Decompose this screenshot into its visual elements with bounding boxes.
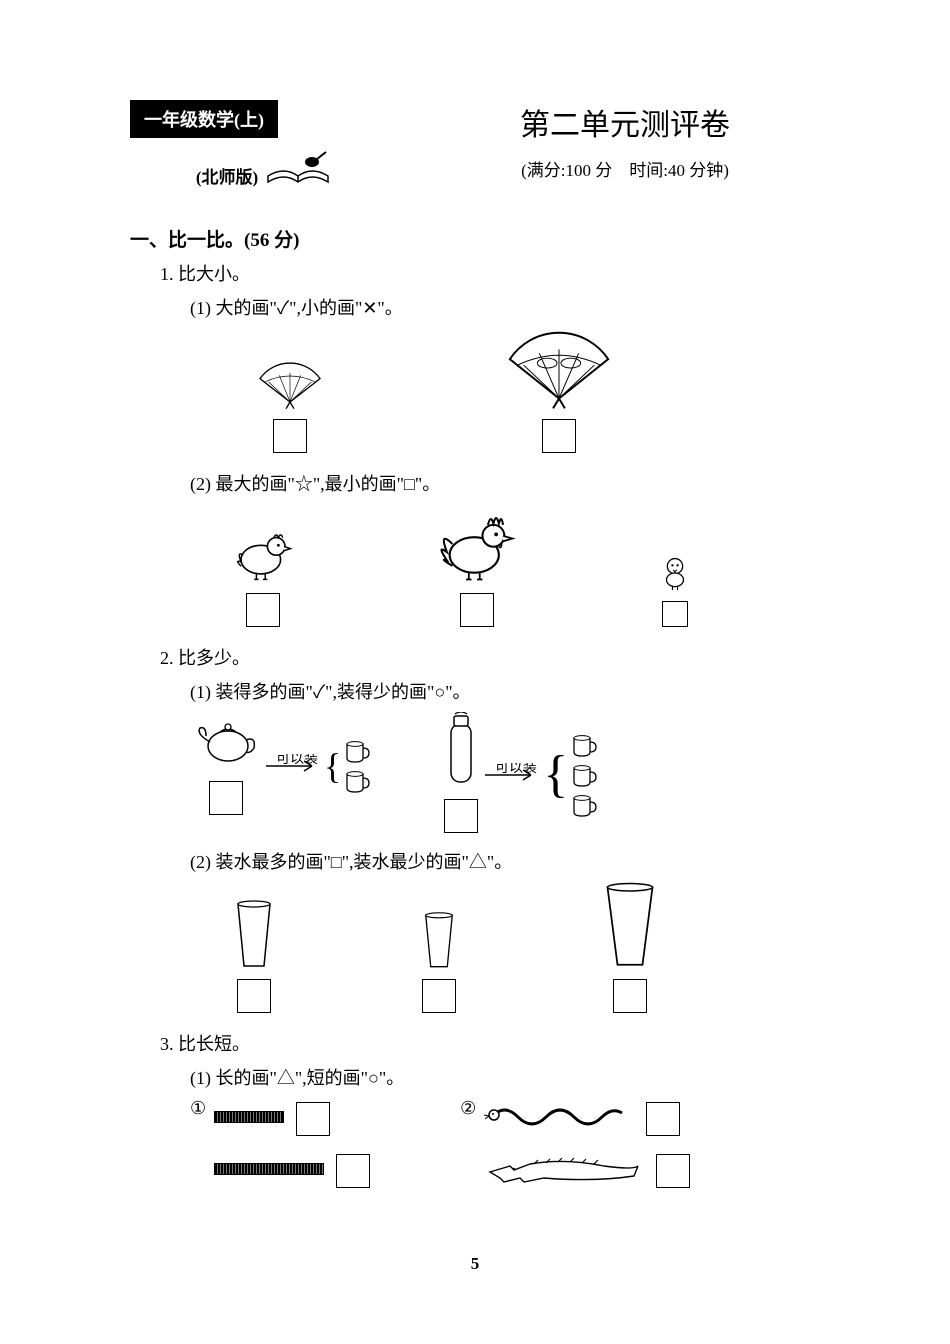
arrow-label: 可以装: [495, 763, 537, 776]
chick-icon: [658, 579, 692, 596]
title-block: 第二单元测评卷 (满分:100 分 时间:40 分钟): [430, 100, 820, 181]
snake-icon: [484, 1099, 634, 1135]
rooster-icon: [436, 571, 518, 588]
thermos-col: [441, 712, 481, 838]
q2-num: 2. 比多少。: [160, 644, 820, 670]
capacity-row: 可以装 { 可以装 {: [190, 712, 820, 838]
chicken-row: [230, 504, 820, 632]
cup-icon: [568, 792, 598, 818]
teapot-icon: [190, 759, 262, 776]
glass-large-col: [600, 882, 660, 1018]
glass-icon: [418, 912, 460, 970]
chick-small-col: [658, 554, 692, 632]
q1-num: 1. 比大小。: [160, 260, 820, 286]
answer-box[interactable]: [444, 799, 478, 833]
rooster-large-col: [436, 504, 518, 632]
q1-sub1: (1) 大的画"✓",小的画"✕"。: [190, 294, 820, 320]
thermos-group: 可以装 {: [441, 712, 598, 838]
answer-box[interactable]: [246, 593, 280, 627]
teapot-cups: [341, 738, 371, 794]
answer-box[interactable]: [646, 1102, 680, 1136]
crocodile-icon: [484, 1152, 644, 1186]
cup-icon: [341, 738, 371, 764]
brace-icon: {: [324, 750, 341, 782]
q2-sub1: (1) 装得多的画"✓",装得少的画"○"。: [190, 678, 820, 704]
long-short-row: ① ②: [190, 1098, 820, 1188]
q3-num: 3. 比长短。: [160, 1030, 820, 1056]
bar-row: [214, 1098, 370, 1136]
arrow-label: 可以装: [276, 754, 318, 767]
section-1-head: 一、比一比。(56 分): [130, 225, 820, 252]
q3-sub1: (1) 长的画"△",短的画"○"。: [190, 1064, 820, 1090]
chicken-medium-col: [230, 522, 296, 632]
fan-large-icon: [500, 397, 618, 414]
grade-badge: 一年级数学(上): [130, 100, 278, 138]
glass-icon: [600, 882, 660, 970]
answer-box[interactable]: [662, 601, 688, 627]
group-1-label: ①: [190, 1098, 206, 1188]
bar-row: [214, 1150, 370, 1188]
edition-label: (北师版): [196, 163, 258, 188]
animal-row: [484, 1098, 690, 1136]
answer-box[interactable]: [209, 781, 243, 815]
page-header: 一年级数学(上) (北师版) 第二单元测评卷 (满分:100 分 时间:40 分…: [130, 100, 820, 195]
q1-sub2: (2) 最大的画"☆",最小的画"□"。: [190, 470, 820, 496]
answer-box[interactable]: [296, 1102, 330, 1136]
thermos-icon: [441, 777, 481, 794]
answer-box[interactable]: [422, 979, 456, 1013]
glass-small-col: [418, 912, 460, 1018]
long-bar: [214, 1163, 324, 1175]
answer-box[interactable]: [460, 593, 494, 627]
bars-group: ①: [190, 1098, 370, 1188]
answer-box[interactable]: [273, 419, 307, 453]
brace-icon: {: [543, 752, 568, 799]
fan-small-col: [250, 354, 330, 458]
arrow-icon: 可以装: [262, 754, 324, 778]
cup-icon: [568, 732, 598, 758]
glasses-row: [230, 882, 820, 1018]
group-2-label: ②: [460, 1098, 476, 1188]
animal-row: [484, 1150, 690, 1188]
animals-group: ②: [460, 1098, 690, 1188]
answer-box[interactable]: [613, 979, 647, 1013]
test-meta: (满分:100 分 时间:40 分钟): [430, 156, 820, 181]
fan-small-icon: [250, 397, 330, 414]
chicken-icon: [230, 571, 296, 588]
unit-title: 第二单元测评卷: [430, 100, 820, 144]
teapot-col: [190, 712, 262, 820]
animals-col: [484, 1098, 690, 1188]
q2-sub2: (2) 装水最多的画"□",装水最少的画"△"。: [190, 848, 820, 874]
thermos-cups: [568, 732, 598, 818]
fan-large-col: [500, 328, 618, 458]
cup-icon: [568, 762, 598, 788]
answer-box[interactable]: [336, 1154, 370, 1188]
bars-col: [214, 1098, 370, 1188]
book-icon: [264, 146, 334, 195]
glass-medium-col: [230, 900, 278, 1018]
page-number: 5: [0, 1254, 950, 1274]
answer-box[interactable]: [237, 979, 271, 1013]
fan-row: [250, 328, 820, 458]
cup-icon: [341, 768, 371, 794]
answer-box[interactable]: [656, 1154, 690, 1188]
teapot-group: 可以装 {: [190, 712, 371, 820]
grade-badge-block: 一年级数学(上) (北师版): [130, 100, 400, 195]
arrow-icon: 可以装: [481, 763, 543, 787]
answer-box[interactable]: [542, 419, 576, 453]
short-bar: [214, 1111, 284, 1123]
glass-icon: [230, 900, 278, 970]
